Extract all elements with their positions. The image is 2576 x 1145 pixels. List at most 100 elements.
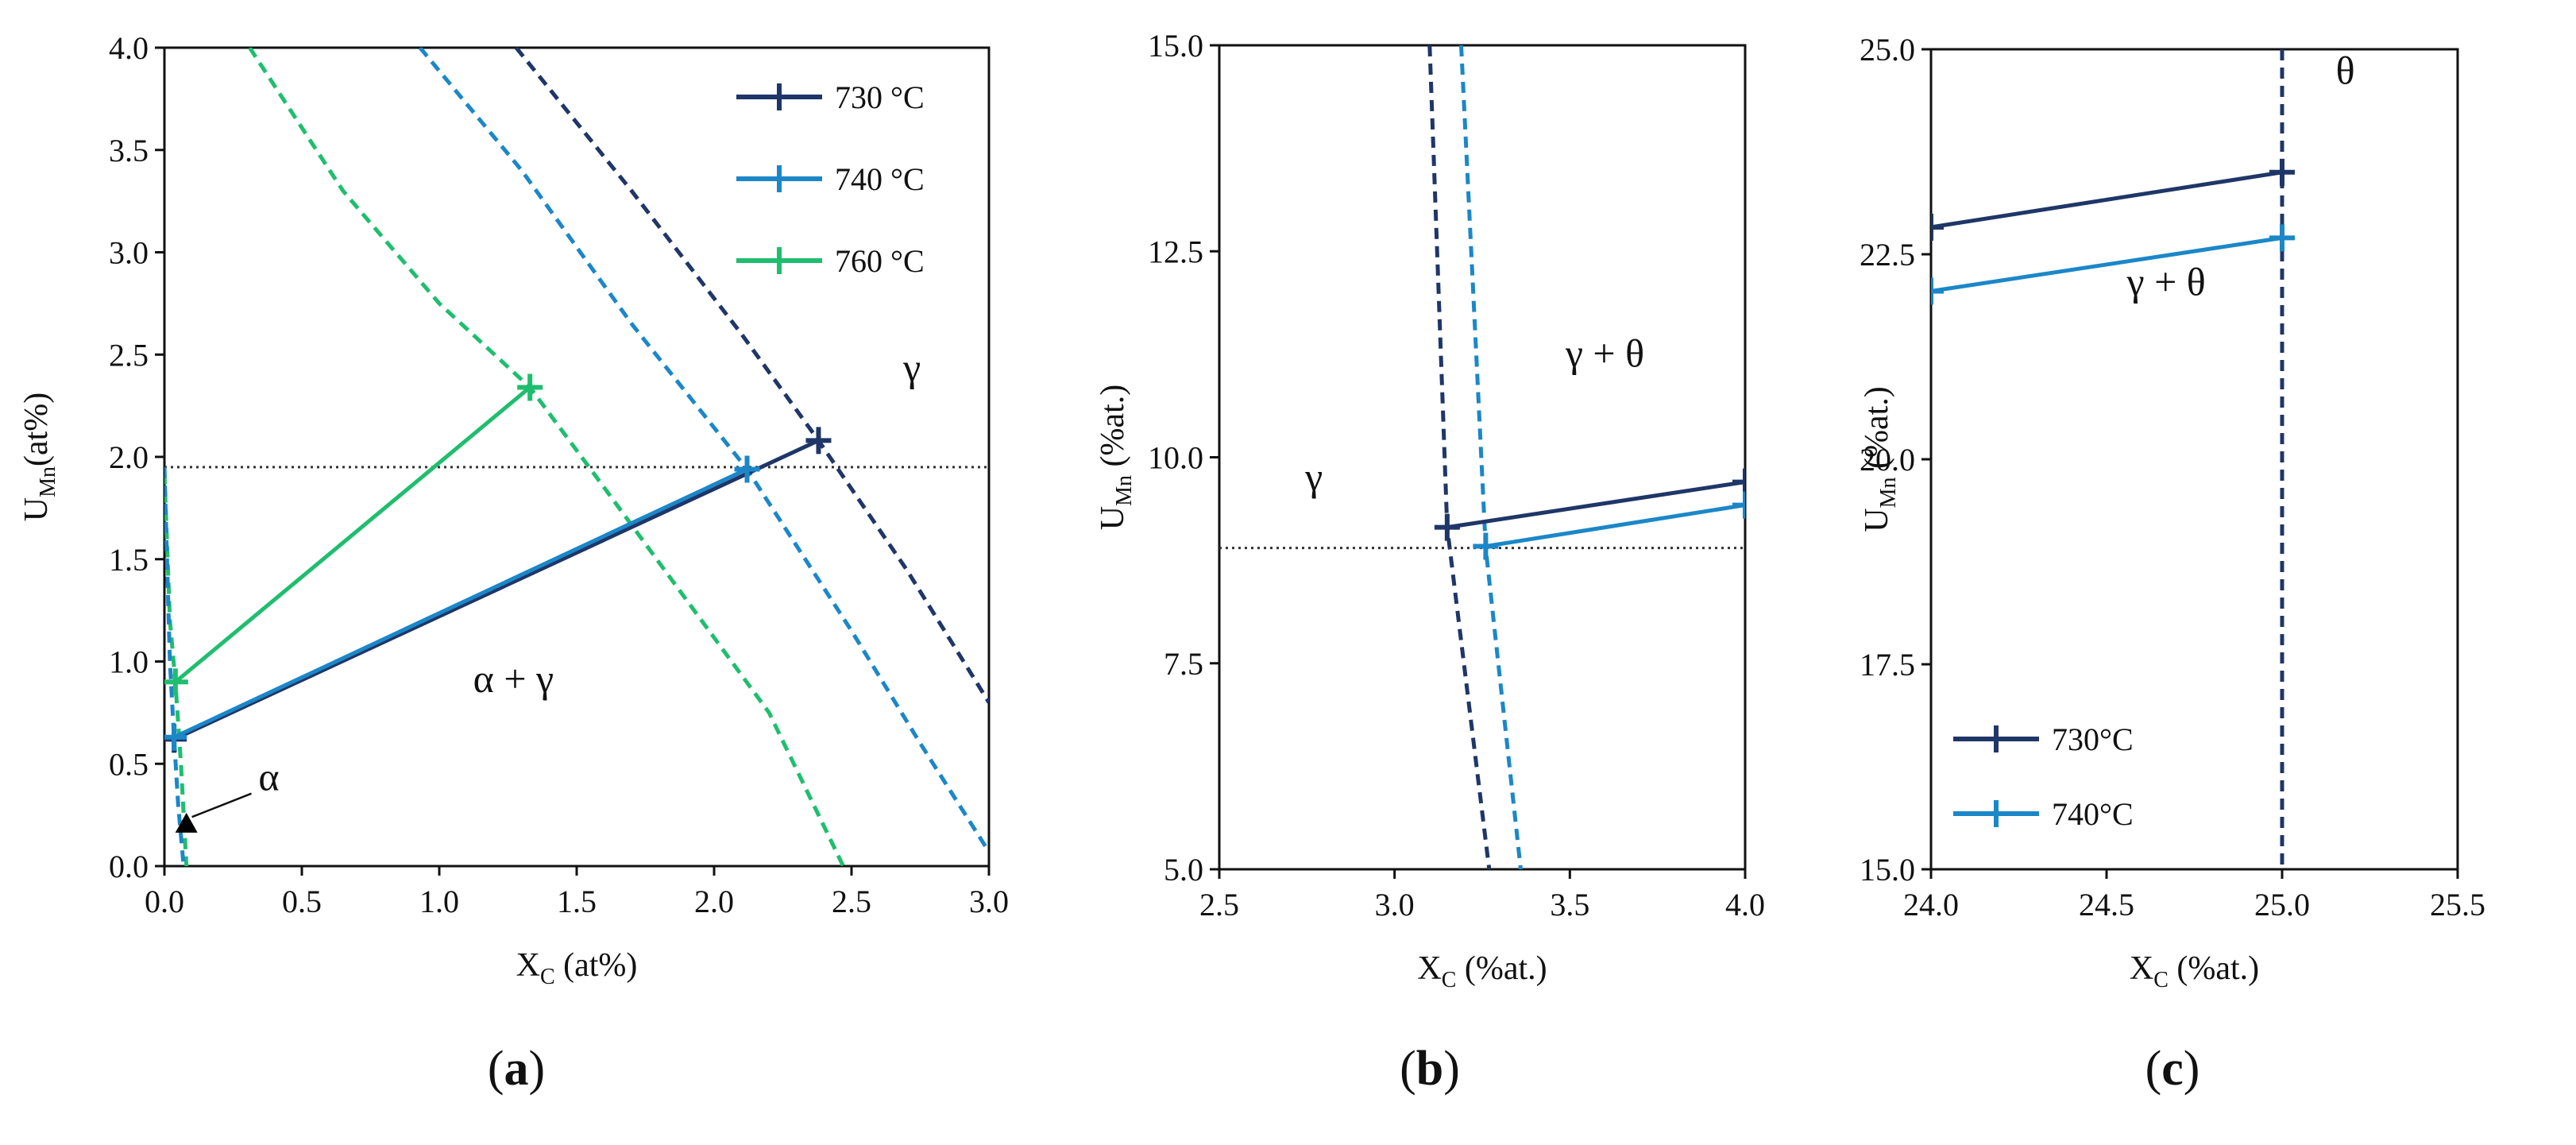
y-tick-label: 4.0 (109, 30, 149, 66)
legend-label: 740 °C (835, 161, 925, 197)
region-label: γ + θ (1565, 331, 1644, 375)
y-tick-label: 12.5 (1148, 234, 1203, 269)
chart-panel-a: 0.0 0.5 1.0 1.5 2.0 2.5 3.0 0.0 0.5 1.0 1.5 2.0 2.5 3… (18, 30, 1009, 1096)
x-tick-label: 2.5 (1199, 887, 1239, 923)
y-tick-label: 20.0 (1860, 442, 1915, 478)
region-label: γ (902, 346, 921, 390)
tie-line-point-marker (1732, 491, 1745, 519)
y-axis-label: UMn (%at.) (1095, 385, 1137, 531)
legend-label: 740°C (2052, 796, 2134, 832)
tie-line-point-marker (164, 723, 187, 751)
region-label: γ (1304, 455, 1323, 499)
plot-area (1219, 45, 1745, 869)
tie-line-point-marker (517, 373, 543, 401)
x-tick-label: 3.5 (1550, 887, 1589, 923)
tie-line-point-marker (1732, 468, 1745, 496)
x-tick-label: 2.0 (694, 884, 734, 919)
panel-label: (c) (2145, 1042, 2200, 1096)
x-tick-label: 3.0 (969, 884, 1009, 919)
y-tick-label: 15.0 (1860, 852, 1915, 888)
tie-line (1446, 480, 1745, 530)
tie-line-point-marker (1473, 532, 1499, 560)
tie-line-point-marker (2269, 158, 2295, 186)
region-label: α + γ (473, 656, 554, 701)
y-tick-label: 17.5 (1860, 647, 1915, 683)
legend-item: 740 °C (736, 161, 925, 197)
phase-boundary-line (164, 466, 186, 866)
legend-label: 730 °C (835, 79, 925, 115)
tie-line-point-marker (1931, 213, 1944, 241)
x-tick-label: 24.5 (2079, 887, 2134, 923)
y-tick-label: 3.0 (109, 235, 149, 271)
y-tick-label: 1.0 (109, 644, 149, 680)
y-tick-label: 0.0 (109, 849, 149, 884)
x-tick-label: 25.0 (2254, 887, 2310, 923)
legend-marker (767, 165, 792, 192)
tie-line (173, 467, 748, 740)
tie-line (1931, 170, 2283, 230)
region-label: α (258, 755, 279, 799)
chart-panel-b: 2.5 3.0 3.5 4.0 5.0 7.5 10.0 12.5 15.0 XC (%at.) U… (1095, 28, 1765, 1096)
y-tick-label: 1.5 (109, 542, 149, 578)
panel-label: (a) (488, 1042, 545, 1096)
x-tick-label: 4.0 (1725, 887, 1765, 923)
tie-line (1485, 503, 1745, 548)
phase-boundary-line (248, 48, 845, 866)
x-axis-label: XC (at%) (516, 947, 638, 989)
tie-line-point-marker (1931, 277, 1944, 305)
legend-label: 730°C (2052, 721, 2134, 757)
panel-label: (b) (1400, 1042, 1460, 1096)
legend-item: 730 °C (736, 79, 925, 115)
tie-line-point-marker (805, 427, 832, 455)
x-tick-label: 0.0 (145, 884, 184, 919)
legend: 730°C 740°C (1953, 721, 2134, 832)
x-tick-label: 3.0 (1375, 887, 1415, 923)
x-tick-label: 0.5 (282, 884, 322, 919)
y-tick-label: 7.5 (1164, 646, 1203, 682)
legend-marker (1983, 725, 2009, 752)
y-tick-label: 2.5 (109, 337, 149, 373)
tie-line-point-marker (734, 455, 760, 483)
y-tick-label: 5.0 (1164, 852, 1203, 888)
legend: 730 °C 740 °C 760 °C (736, 79, 925, 279)
y-tick-label: 10.0 (1148, 440, 1203, 476)
chart-panel-c: 24.0 24.5 25.0 25.5 15.0 17.5 20.0 22.5 25.0 XC (… (1859, 32, 2485, 1096)
x-axis-label: XC (%at.) (2130, 950, 2259, 992)
x-tick-label: 25.5 (2430, 887, 2485, 923)
y-axis-label: UMn (%at.) (1859, 386, 1901, 532)
y-tick-label: 25.0 (1860, 32, 1915, 68)
tie-line (1931, 235, 2283, 293)
y-tick-label: 3.5 (109, 133, 149, 168)
y-axis-label: UMn(at%) (18, 393, 60, 522)
legend-marker (767, 247, 792, 274)
tie-line (174, 385, 531, 684)
phase-boundary-line (514, 48, 989, 704)
x-tick-label: 1.5 (557, 884, 597, 919)
alpha-triangle-marker (175, 812, 198, 833)
tie-line-point-marker (2269, 224, 2295, 252)
x-tick-label: 24.0 (1903, 887, 1959, 923)
x-tick-label: 2.5 (832, 884, 871, 919)
x-axis-label: XC (%at.) (1417, 950, 1547, 992)
legend-item: 760 °C (736, 243, 925, 279)
y-tick-label: 2.0 (109, 439, 149, 475)
legend-label: 760 °C (835, 243, 925, 279)
annotation-pointer (191, 792, 252, 818)
y-tick-label: 15.0 (1148, 28, 1203, 64)
region-label: θ (2336, 48, 2355, 92)
legend-marker (1983, 800, 2009, 827)
y-tick-label: 0.5 (109, 746, 149, 782)
y-tick-label: 22.5 (1860, 237, 1915, 273)
plot-area (164, 48, 989, 866)
tie-line (173, 439, 820, 741)
x-tick-label: 1.0 (419, 884, 459, 919)
legend-item: 730°C (1953, 721, 2134, 757)
region-label: γ + θ (2126, 260, 2206, 304)
legend-marker (767, 83, 792, 110)
plot-area (1931, 49, 2295, 869)
legend-item: 740°C (1953, 796, 2134, 832)
tie-line-point-marker (164, 668, 188, 696)
tie-line-point-marker (1434, 513, 1460, 541)
